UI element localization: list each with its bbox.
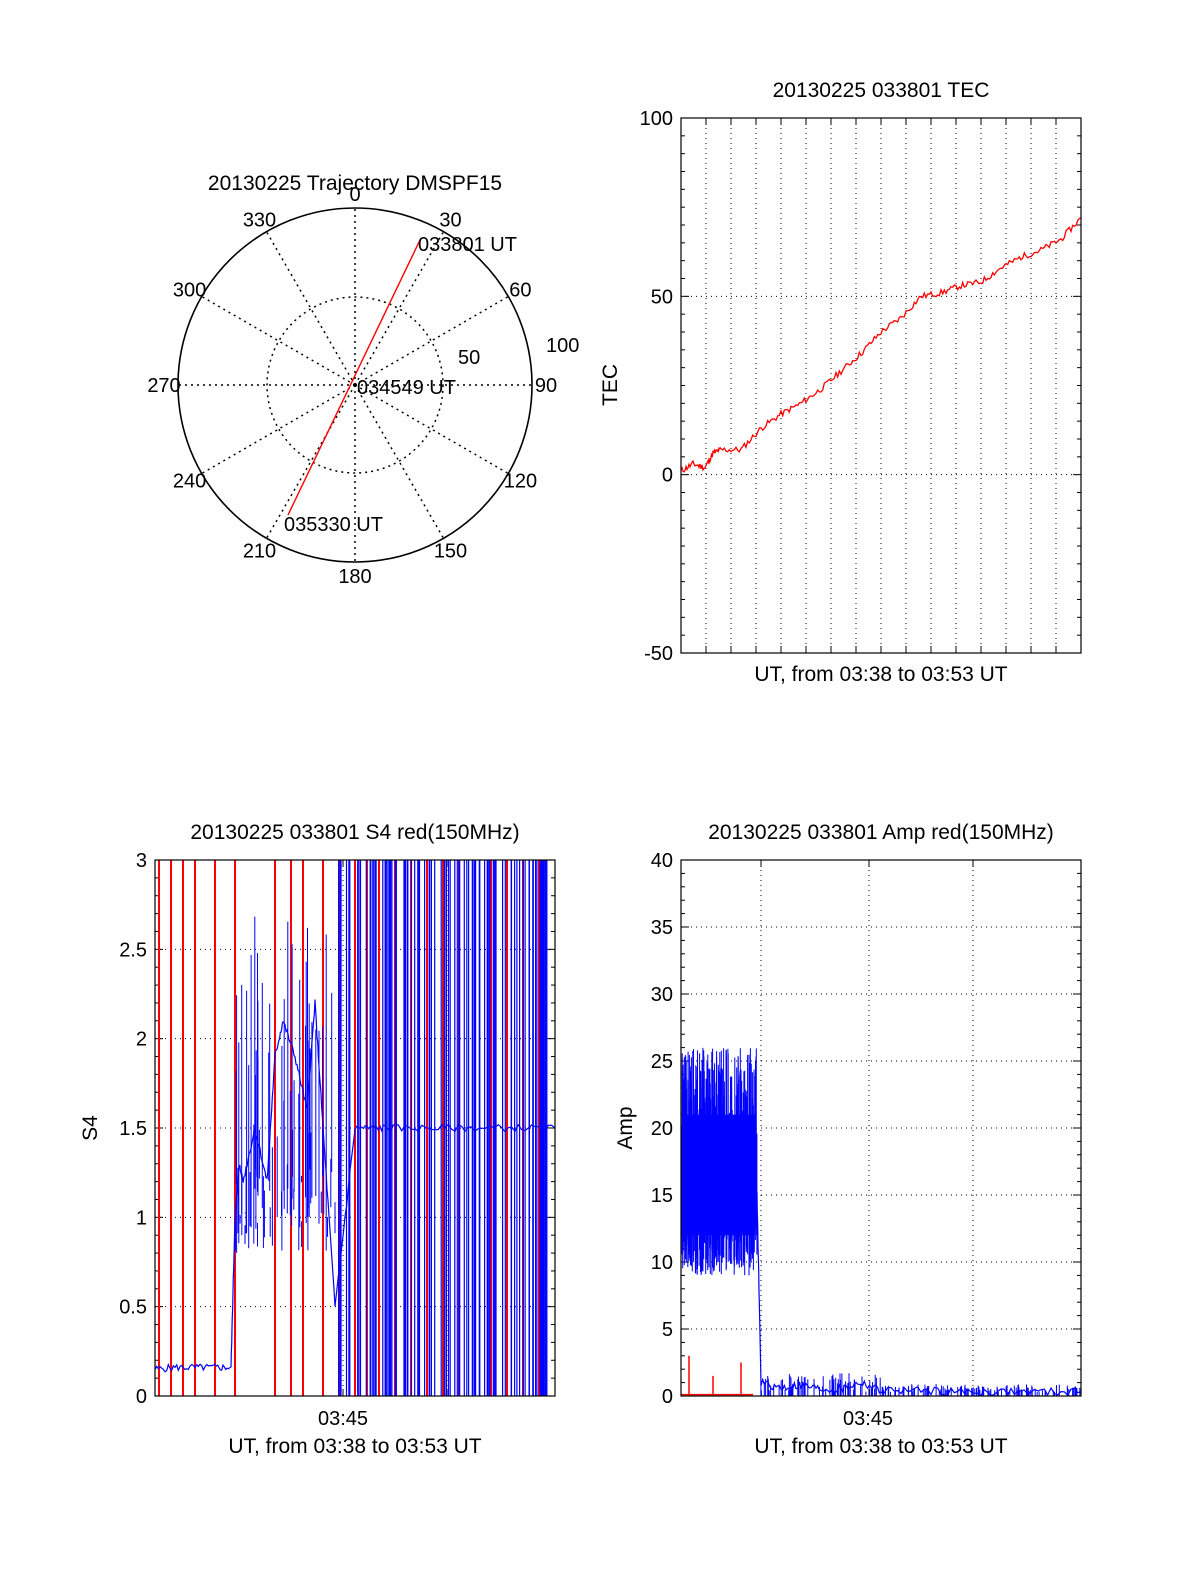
y-tick-label: 1: [136, 1207, 147, 1229]
y-tick-label: 3: [136, 850, 147, 872]
polar-radial-label-100: 100: [546, 335, 579, 357]
s4-blue-fill: [234, 860, 548, 1396]
polar-plot: 20130225 Trajectory DMSPF15 0 30 60 90 120 15…: [147, 172, 579, 588]
amp-xtick-label: 03:45: [843, 1408, 893, 1430]
tec-ticks: [681, 117, 1081, 654]
polar-angle-label: 30: [439, 210, 461, 232]
amp-grid: [681, 860, 1081, 1396]
amp-xlabel: UT, from 03:38 to 03:53 UT: [754, 1435, 1007, 1458]
tec-title: 20130225 033801 TEC: [773, 79, 990, 102]
y-tick-label: 0: [662, 465, 673, 487]
y-tick-label: 1.5: [119, 1118, 147, 1140]
tec-xlabel: UT, from 03:38 to 03:53 UT: [754, 663, 1007, 686]
y-tick-label: -50: [644, 643, 673, 665]
y-tick-label: 2.5: [119, 939, 147, 961]
y-tick-label: 25: [651, 1051, 673, 1073]
polar-annotation-mid: 034549 UT: [357, 377, 456, 399]
s4-y-tick-labels: 3 2.5 2 1.5 1 0.5 0: [119, 850, 147, 1408]
y-tick-label: 10: [651, 1252, 673, 1274]
y-tick-label: 30: [651, 984, 673, 1006]
polar-annotation-end: 035330 UT: [284, 514, 383, 536]
amp-ylabel: Amp: [614, 1106, 637, 1149]
s4-ylabel: S4: [79, 1115, 102, 1141]
y-tick-label: 20: [651, 1118, 673, 1140]
s4-title: 20130225 033801 S4 red(150MHz): [190, 821, 519, 844]
s4-xlabel: UT, from 03:38 to 03:53 UT: [228, 1435, 481, 1458]
polar-angle-label: 180: [338, 566, 371, 588]
tec-grid: [681, 118, 1081, 653]
amp-blue-band: [683, 1114, 755, 1236]
y-tick-label: 40: [651, 850, 673, 872]
s4-series-line: [154, 999, 556, 1373]
amp-title: 20130225 033801 Amp red(150MHz): [708, 821, 1054, 844]
amp-series-line: [680, 1135, 1082, 1397]
polar-angle-label: 330: [243, 210, 276, 232]
polar-trajectory: [287, 239, 421, 516]
polar-angle-label: 0: [349, 184, 360, 206]
polar-inner-ring: [266, 296, 444, 474]
polar-angle-label: 240: [173, 471, 206, 493]
polar-angle-label: 270: [147, 375, 180, 397]
tec-series-line: [680, 217, 1082, 473]
polar-radial-label-50: 50: [458, 347, 480, 369]
tec-panel: 20130225 033801 TEC 100 50 0 -50 TEC UT, fr…: [599, 79, 1082, 686]
polar-angle-label: 210: [243, 540, 276, 562]
amp-y-tick-labels: 40 35 30 25 20 15 10 5 0: [651, 850, 673, 1408]
polar-spokes: [178, 208, 532, 562]
polar-title: 20130225 Trajectory DMSPF15: [208, 172, 502, 195]
polar-angle-label: 300: [173, 280, 206, 302]
amp-panel: 20130225 033801 Amp red(150MHz) 40 35 30 25…: [614, 821, 1082, 1458]
tec-frame: [680, 117, 1082, 654]
polar-angle-label: 90: [535, 375, 557, 397]
tec-ylabel: TEC: [599, 364, 622, 406]
y-tick-label: 100: [640, 108, 673, 130]
amp-red-spikes: [681, 1355, 753, 1396]
s4-frame: [154, 859, 556, 1397]
s4-xtick-label: 03:45: [318, 1408, 368, 1430]
y-tick-label: 0: [136, 1386, 147, 1408]
polar-spoke: [201, 295, 356, 386]
y-tick-label: 50: [651, 286, 673, 308]
amp-frame: [680, 859, 1082, 1397]
s4-panel: 20130225 033801 S4 red(150MHz) 3 2.5 2 1.5 1…: [79, 821, 556, 1458]
polar-annotation-start: 033801 UT: [418, 234, 517, 256]
y-tick-label: 0: [662, 1386, 673, 1408]
polar-angle-label: 120: [504, 471, 537, 493]
y-tick-label: 5: [662, 1319, 673, 1341]
amp-blue-fill: [681, 1047, 1082, 1396]
y-tick-label: 35: [651, 917, 673, 939]
tec-y-tick-labels: 100 50 0 -50: [640, 108, 673, 665]
y-tick-label: 0.5: [119, 1297, 147, 1319]
polar-angle-label: 60: [509, 280, 531, 302]
y-tick-label: 15: [651, 1185, 673, 1207]
polar-angle-label: 150: [434, 540, 467, 562]
polar-angle-labels: 0 30 60 90 120 150 180 210 240 270 300 330: [147, 184, 557, 588]
polar-outer-ring: [177, 207, 533, 563]
y-tick-label: 2: [136, 1029, 147, 1051]
